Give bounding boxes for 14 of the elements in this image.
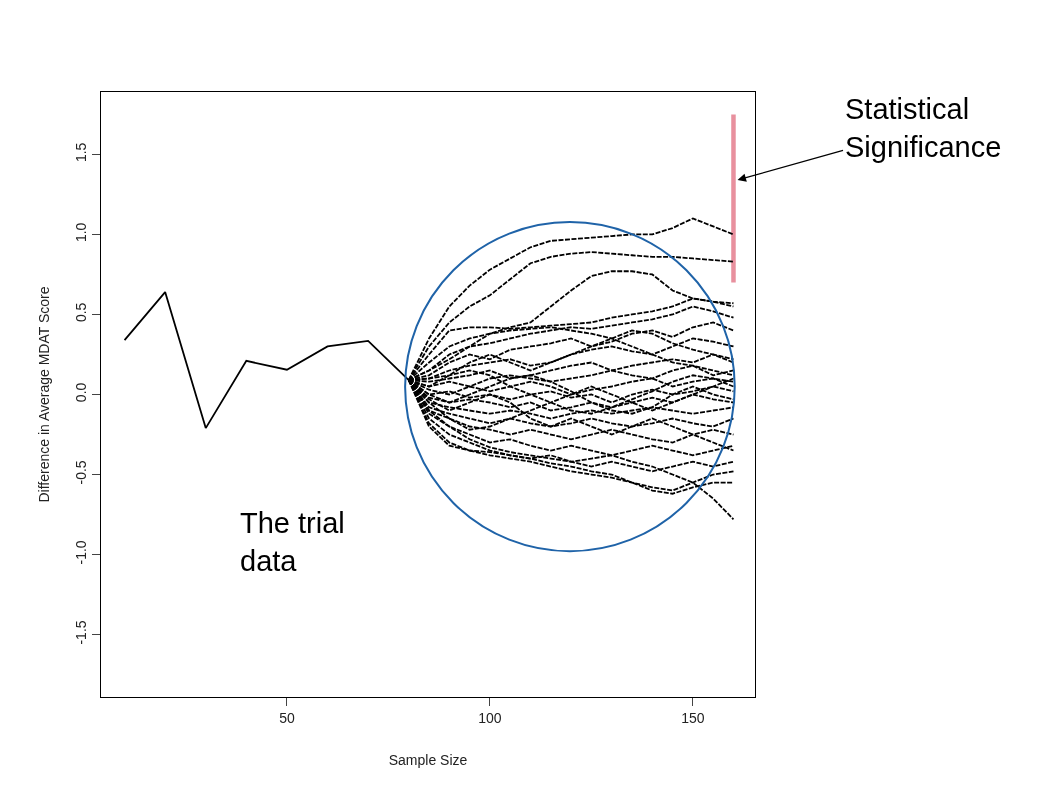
annotation: Statistical Significance — [845, 93, 1002, 163]
y-tick-label: 0.0 — [73, 382, 90, 403]
x-tick-label: 50 — [279, 709, 295, 726]
y-tick-label: -0.5 — [73, 460, 90, 485]
y-tick-label: 1.5 — [73, 142, 90, 163]
y-tick-label: 1.0 — [73, 222, 90, 243]
annotation: The trial data — [240, 507, 345, 577]
x-axis-title: Sample Size — [388, 752, 468, 769]
y-tick-label: -1.5 — [73, 620, 90, 645]
y-tick-label: -1.0 — [73, 540, 90, 565]
x-tick-label: 150 — [681, 709, 705, 726]
y-tick-label: 0.5 — [73, 302, 90, 323]
y-axis-title: Difference in Average MDAT Score — [36, 286, 52, 503]
x-tick-label: 100 — [478, 709, 502, 726]
